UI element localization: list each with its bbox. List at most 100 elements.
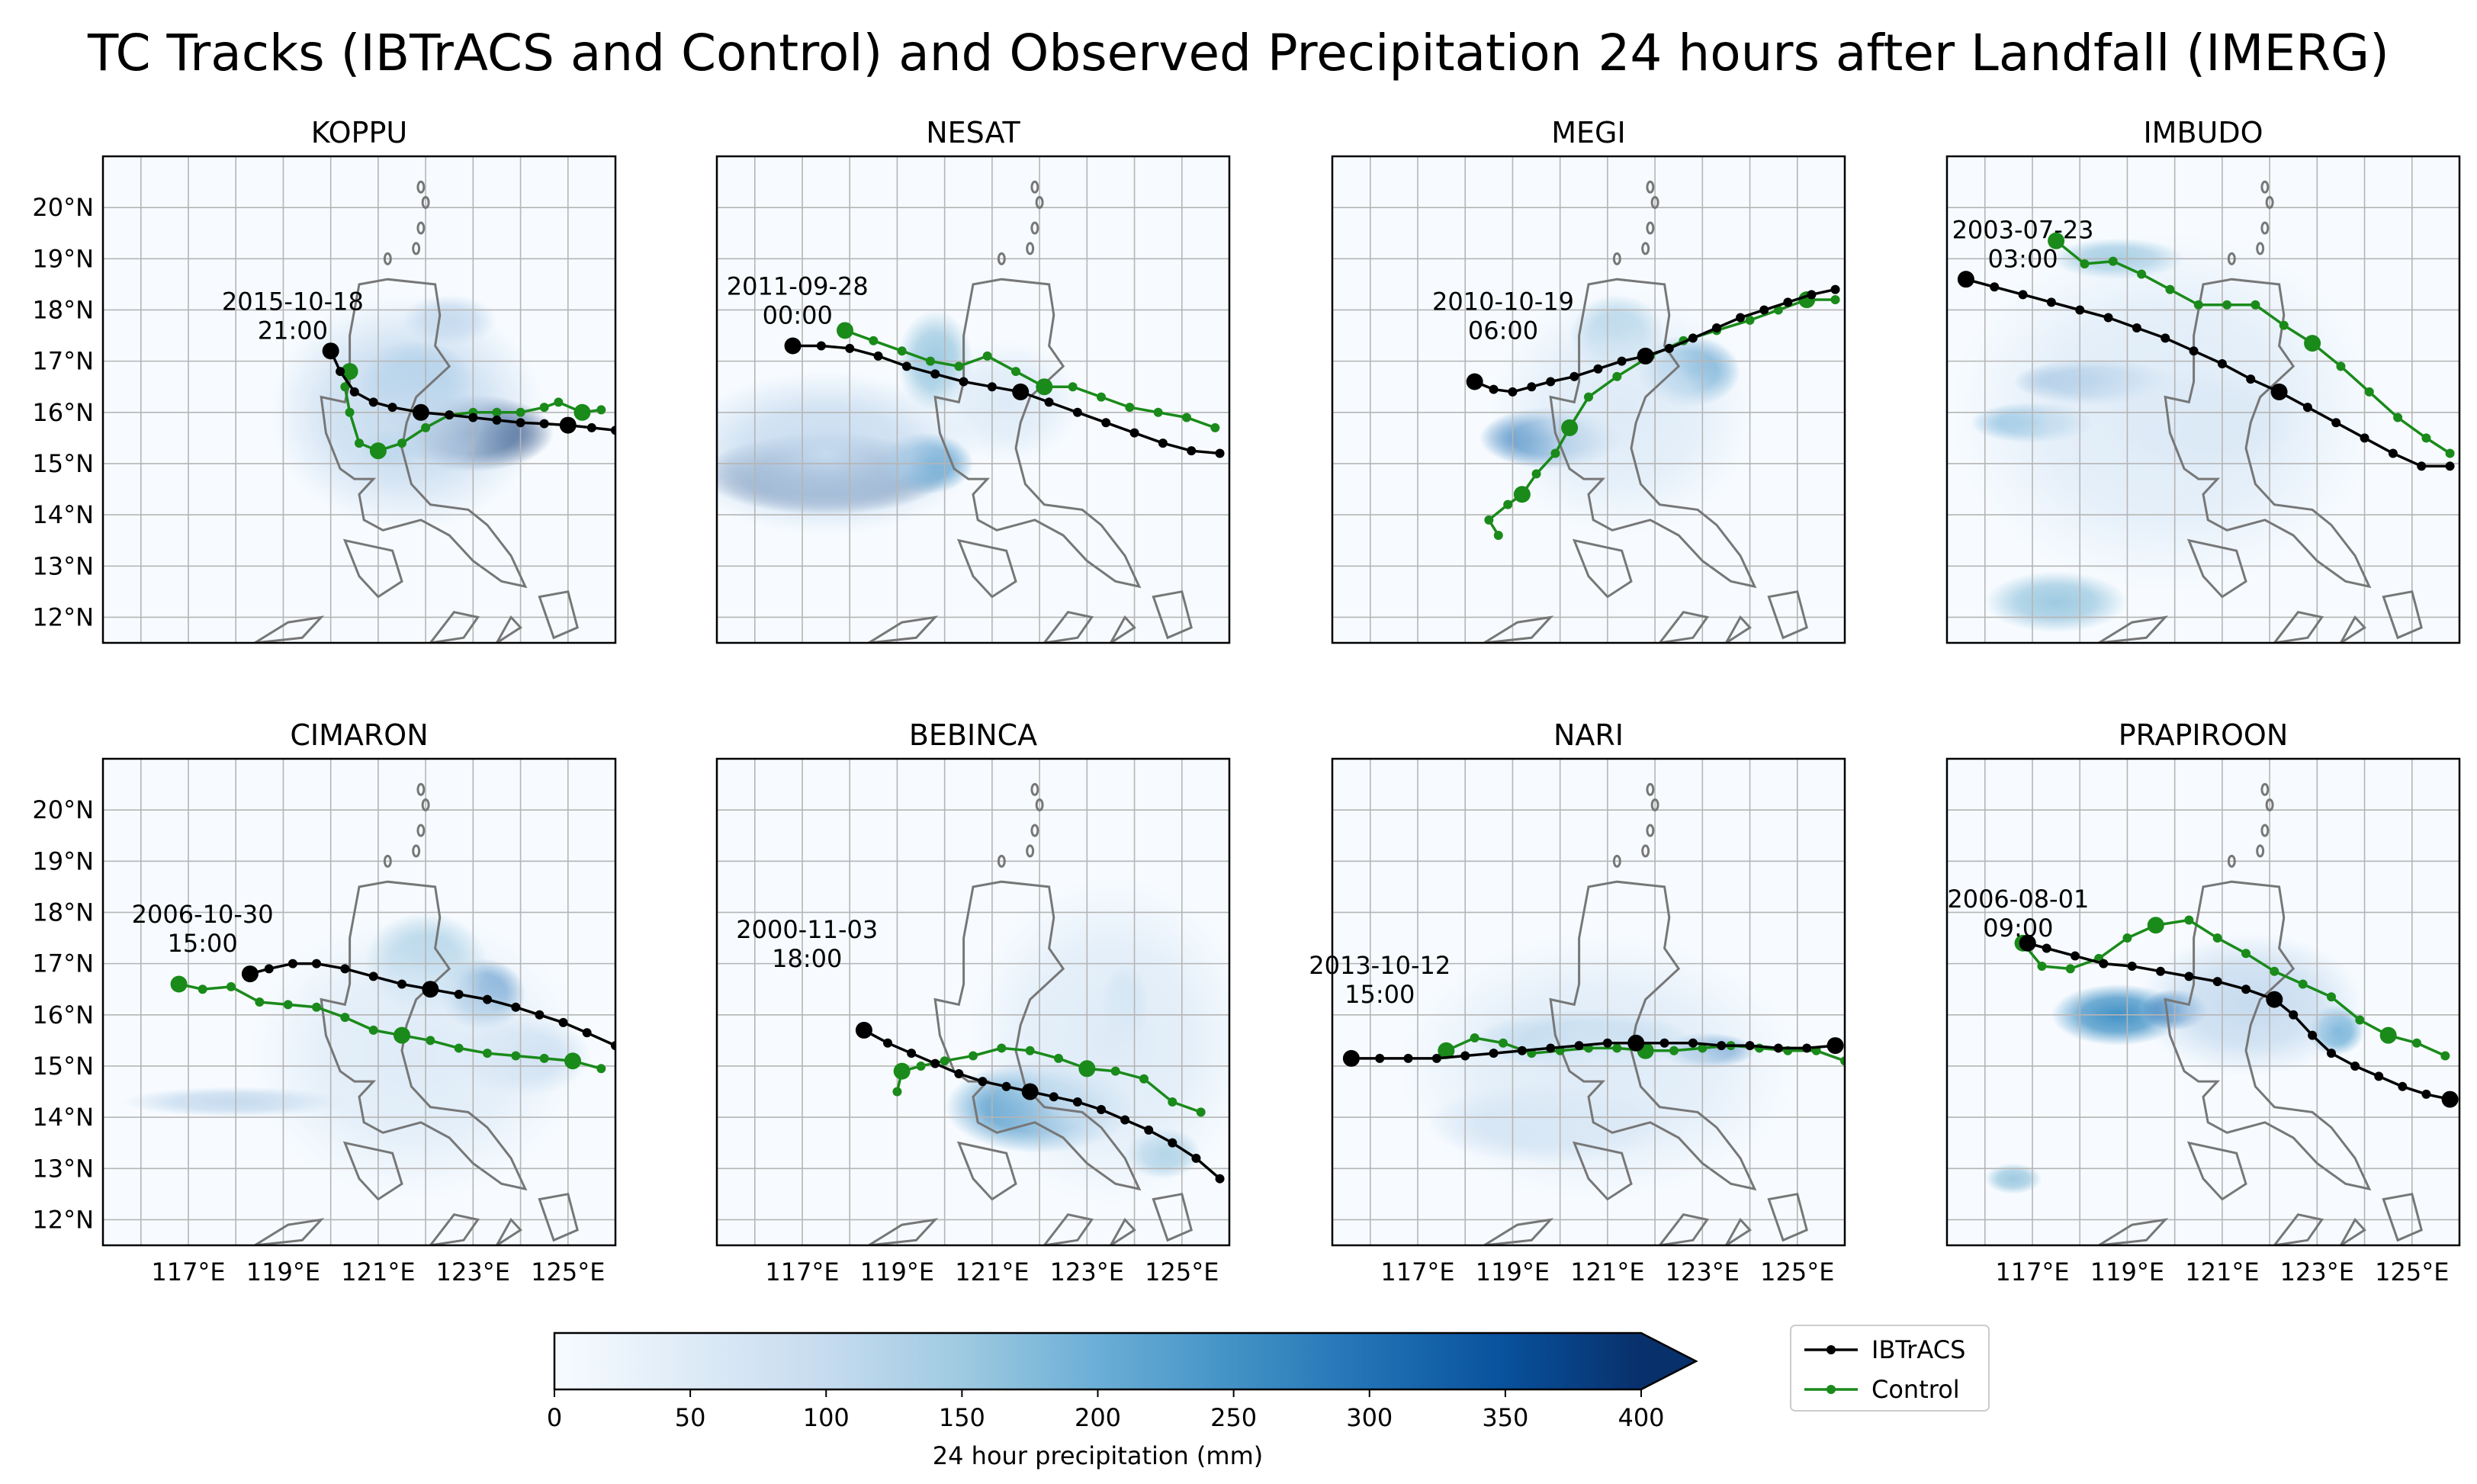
control-track-point [1125, 403, 1135, 413]
ibtracs-track-point [2398, 1081, 2408, 1091]
coastline-islet [1646, 782, 1655, 796]
ibtracs-track-point [492, 415, 502, 425]
panel-content [1947, 156, 2459, 643]
ibtracs-track-point [1736, 313, 1746, 323]
coastline-island [1152, 590, 1193, 640]
ibtracs-track [855, 1021, 1225, 1184]
coastline-island [956, 538, 1017, 599]
precipitation-area [249, 912, 583, 1200]
x-tick-label: 119°E [2090, 1258, 2164, 1286]
ibtracs-track-point [901, 361, 911, 371]
precipitation-area [717, 371, 978, 535]
ibtracs-track-point [1773, 1043, 1783, 1053]
ibtracs-track-point [586, 422, 596, 432]
control-track-point [1773, 305, 1783, 315]
control-track-point [2222, 300, 2232, 310]
x-tick-label: 117°E [1995, 1258, 2069, 1286]
control-track-line [844, 329, 1216, 429]
coastline-island [342, 538, 403, 599]
control-track-point [483, 1049, 492, 1058]
ibtracs-track-point [2441, 1091, 2459, 1108]
ibtracs-track-point [2246, 374, 2256, 384]
ibtracs-track-point [1001, 1081, 1011, 1091]
ibtracs-track-point [1215, 1174, 1225, 1184]
coastline-islet [383, 252, 392, 265]
control-track-point [1025, 1046, 1035, 1055]
control-track-point [916, 1061, 926, 1071]
panel-title: PRAPIROON [2119, 718, 2289, 752]
ibtracs-track-point [1574, 1041, 1584, 1051]
ibtracs-track-point [987, 382, 997, 392]
control-track [892, 1043, 1206, 1117]
legend-control-label: Control [1871, 1375, 1960, 1404]
coastline-luzon [933, 278, 1142, 589]
y-tick-label: 20°N [32, 795, 94, 824]
coastline-island [2186, 538, 2247, 599]
control-track-point [1011, 367, 1020, 377]
ibtracs-track-point [954, 1069, 964, 1079]
ibtracs-track-point [1168, 1138, 1177, 1148]
coastline-island [1110, 615, 1136, 643]
control-track-point [2421, 433, 2431, 443]
control-track-point [1669, 1046, 1679, 1055]
ibtracs-track-point [1602, 1038, 1612, 1048]
coastline-islet [2260, 221, 2270, 235]
ibtracs-track-point [387, 403, 397, 413]
y-tick-label: 16°N [32, 398, 94, 427]
control-track-point [226, 981, 236, 991]
ibtracs-track-point [558, 1017, 568, 1027]
coastline-islet [1026, 242, 1035, 255]
ibtracs-track-point [1129, 428, 1139, 438]
ibtracs-track-point [539, 419, 549, 429]
precipitation-area [968, 876, 1229, 1205]
coastline-islet [2256, 844, 2265, 858]
control-track-point [2165, 284, 2175, 294]
landfall-time: 00:00 [763, 300, 833, 329]
coastline-islet [1030, 824, 1039, 837]
control-track-point [1054, 1053, 1063, 1063]
ibtracs-track-point [1527, 382, 1537, 392]
coastline-islet [997, 854, 1006, 868]
x-tick-label: 123°E [2280, 1258, 2354, 1286]
coastline-islet [2265, 798, 2274, 811]
control-track-point [869, 336, 879, 345]
ibtracs-track-point [1802, 1043, 1812, 1053]
coastline-island [2382, 590, 2423, 640]
ibtracs-track-point [340, 964, 350, 974]
ibtracs-track-point [1712, 323, 1721, 332]
x-tick-label: 125°E [1760, 1258, 1834, 1286]
panel-frame [715, 155, 1231, 644]
coastline-island [2340, 1217, 2366, 1245]
control-track-point [2393, 413, 2403, 422]
coastline-island [1110, 1217, 1136, 1245]
coastline-island [1572, 1141, 1633, 1201]
ibtracs-track-point [816, 341, 826, 351]
control-track-point [1438, 1042, 1455, 1059]
ibtracs-track-point [1546, 1043, 1556, 1053]
ibtracs-track-point [959, 377, 969, 387]
ibtracs-track-point [1375, 1053, 1385, 1063]
ibtracs-track-point [2421, 1089, 2431, 1099]
panel-title: NARI [1553, 718, 1624, 752]
control-track-point [893, 1062, 911, 1080]
y-tick-label: 20°N [32, 193, 94, 222]
ibtracs-track-point [2388, 448, 2398, 458]
ibtracs-track-point [511, 1002, 521, 1012]
colorbar-tick-label: 150 [939, 1403, 985, 1432]
control-track-point [837, 322, 853, 339]
ibtracs-track [241, 959, 615, 1051]
control-track-point [2327, 992, 2336, 1002]
control-track-point [2147, 917, 2164, 934]
landfall-time: 06:00 [1468, 316, 1538, 345]
ibtracs-track-point [1593, 364, 1603, 374]
ibtracs-track-point [2099, 959, 2109, 968]
y-tick-label: 13°N [32, 551, 94, 580]
panel-title: CIMARON [290, 718, 428, 752]
ibtracs-track-line [1965, 278, 2450, 468]
ibtracs-track-point [978, 1077, 988, 1087]
ibtracs-track-point [2046, 297, 2056, 307]
control-track-point [1168, 1097, 1177, 1107]
